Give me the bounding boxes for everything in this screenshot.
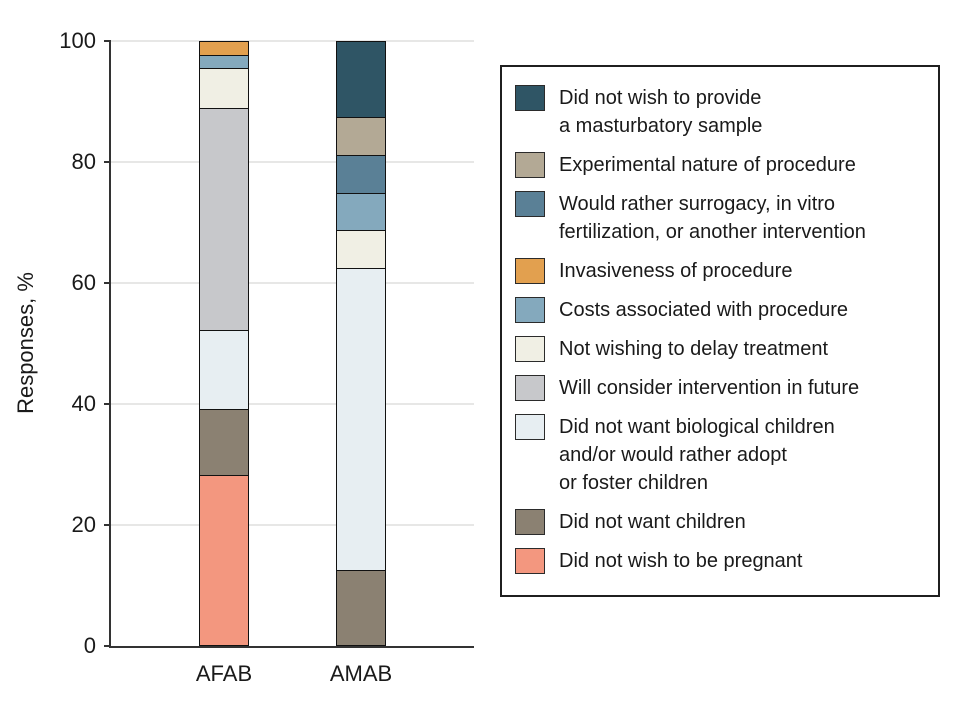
bar-segment	[337, 569, 385, 645]
legend-item-label: Did not wish to be pregnant	[559, 550, 803, 572]
legend-item-label: Would rather surrogacy, in vitro fertiliz…	[559, 193, 866, 243]
legend-swatch	[515, 191, 545, 217]
gridline	[111, 161, 474, 163]
gridline	[111, 403, 474, 405]
bar-segment	[337, 192, 385, 231]
legend-swatch	[515, 85, 545, 111]
legend: Did not wish to provide a masturbatory sa…	[500, 65, 940, 597]
y-tick-label: 60	[71, 270, 96, 295]
legend-item: Invasiveness of procedure	[515, 257, 925, 285]
legend-swatch	[515, 336, 545, 362]
legend-item: Not wishing to delay treatment	[515, 335, 925, 363]
y-tick	[104, 282, 111, 284]
legend-swatch	[515, 509, 545, 535]
legend-item-label: Not wishing to delay treatment	[559, 338, 829, 360]
x-category-label: AMAB	[329, 661, 393, 686]
legend-item: Did not wish to provide a masturbatory sa…	[515, 84, 925, 140]
bar-segment	[200, 68, 248, 108]
legend-item: Did not wish to be pregnant	[515, 547, 925, 575]
y-tick-label: 40	[71, 391, 96, 416]
y-tick-label: 100	[59, 28, 96, 53]
bar-column-afab	[199, 41, 249, 646]
legend-item: Did not want children	[515, 508, 925, 536]
gridline	[111, 524, 474, 526]
legend-item: Will consider intervention in future	[515, 374, 925, 402]
legend-item: Costs associated with procedure	[515, 296, 925, 324]
bar-segment	[337, 117, 385, 156]
y-tick	[104, 161, 111, 163]
bar-column-amab	[336, 41, 386, 646]
x-category-label: AFAB	[195, 661, 253, 686]
legend-item: Experimental nature of procedure	[515, 151, 925, 179]
legend-item: Would rather surrogacy, in vitro fertiliz…	[515, 190, 925, 246]
legend-item-label: Costs associated with procedure	[559, 299, 849, 321]
y-tick	[104, 645, 111, 647]
bar-segment	[200, 107, 248, 331]
y-tick	[104, 40, 111, 42]
gridline	[111, 282, 474, 284]
legend-item-label: Did not wish to provide a masturbatory sa…	[559, 87, 763, 137]
bar-segment	[337, 268, 385, 570]
y-tick	[104, 403, 111, 405]
bar-segment	[200, 330, 248, 410]
bar-segment	[200, 55, 248, 69]
y-tick-label: 80	[71, 149, 96, 174]
legend-item: Did not want biological children and/or w…	[515, 413, 925, 497]
legend-item-label: Will consider intervention in future	[559, 377, 860, 399]
legend-item-label: Invasiveness of procedure	[559, 260, 793, 282]
plot-area: AFAB AMAB	[109, 40, 474, 686]
bar-segment	[200, 409, 248, 475]
bar-segment	[337, 155, 385, 193]
y-tick-label: 20	[71, 512, 96, 537]
legend-swatch	[515, 152, 545, 178]
legend-swatch	[515, 258, 545, 284]
gridline	[111, 40, 474, 42]
legend-swatch	[515, 297, 545, 323]
legend-item-label: Did not want biological children and/or w…	[559, 416, 835, 494]
legend-item-label: Did not want children	[559, 511, 746, 533]
legend-swatch	[515, 375, 545, 401]
legend-swatch	[515, 414, 545, 440]
legend-item-label: Experimental nature of procedure	[559, 154, 856, 176]
bar-segment	[337, 42, 385, 118]
y-tick-label: 0	[83, 633, 96, 658]
bar-segment	[200, 474, 248, 645]
y-tick	[104, 524, 111, 526]
legend-swatch	[515, 548, 545, 574]
bar-segment	[337, 230, 385, 269]
y-axis: 0 20 40 60 80 100	[0, 28, 111, 658]
bar-segment	[200, 42, 248, 56]
